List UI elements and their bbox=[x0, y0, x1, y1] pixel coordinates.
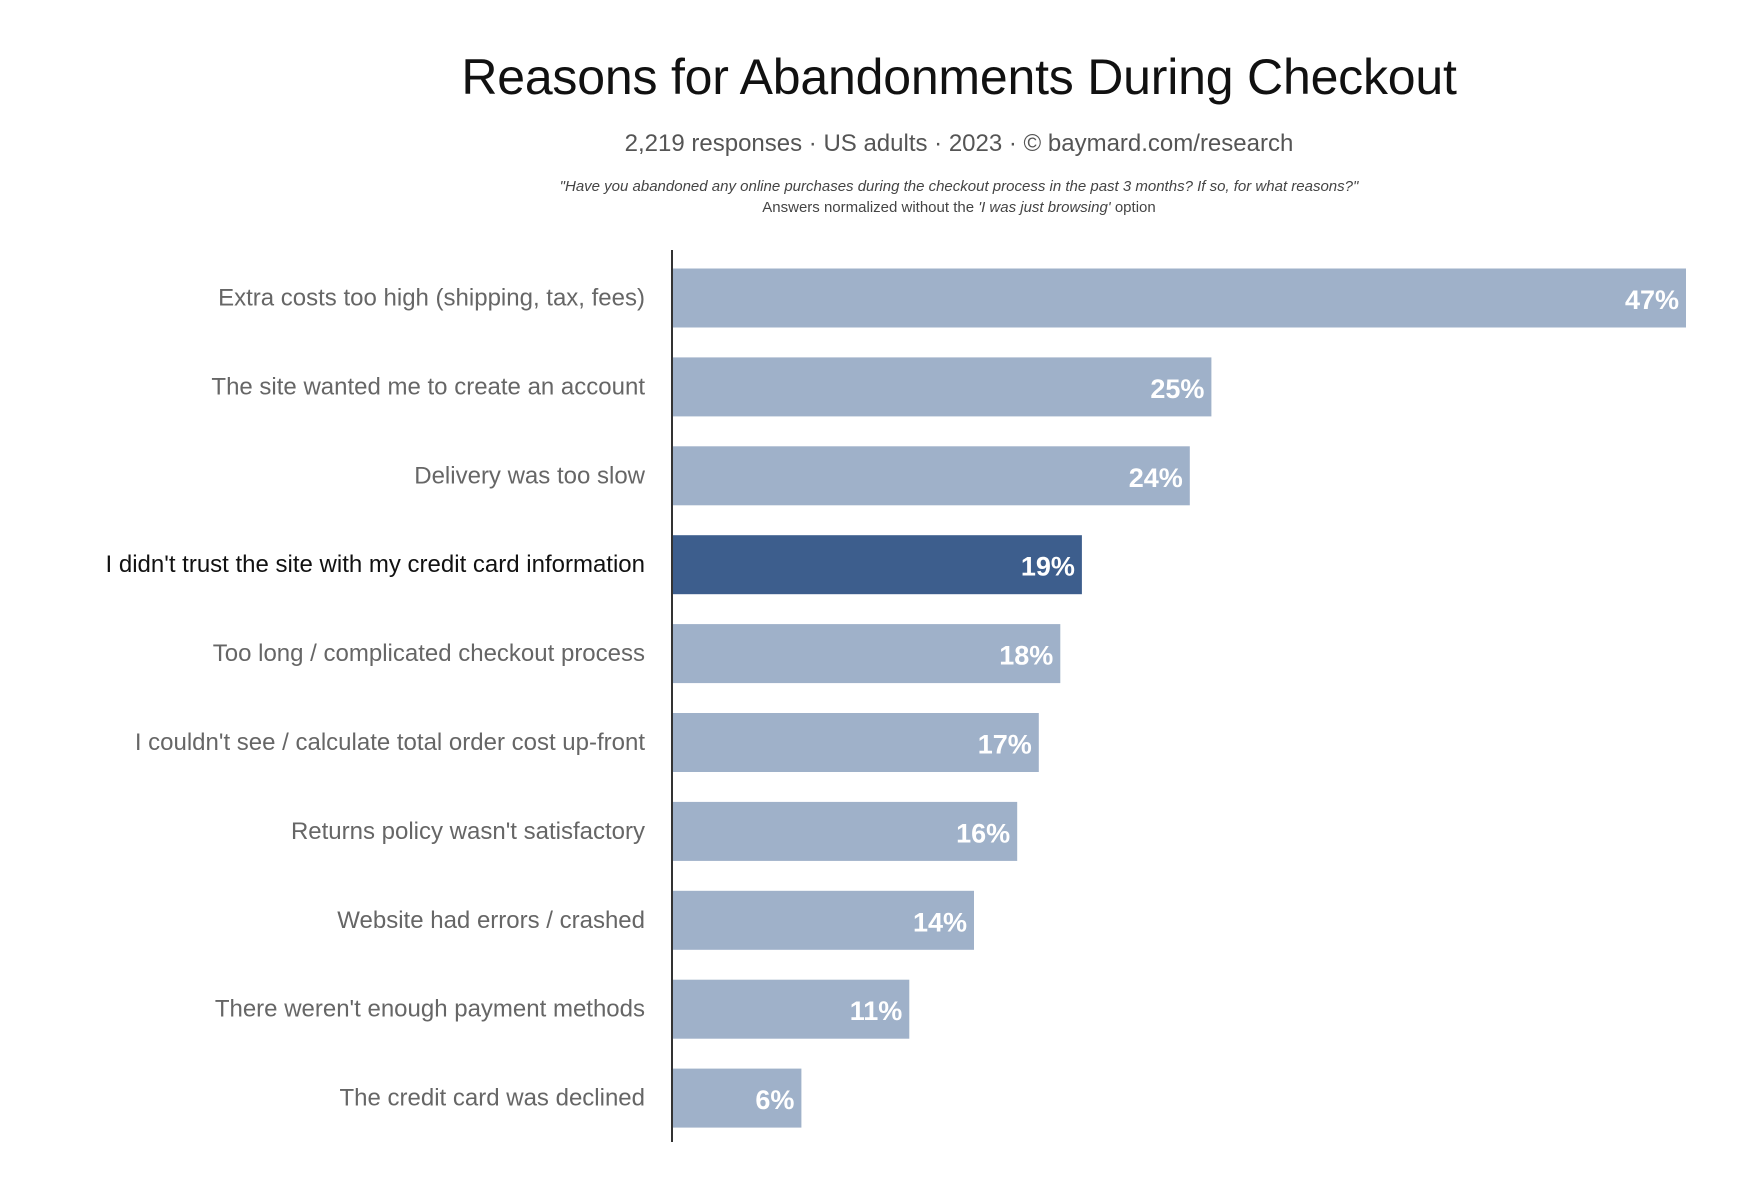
bar-4 bbox=[672, 535, 1082, 595]
value-label-5: 18% bbox=[999, 641, 1053, 671]
normalization-note: Answers normalized without the 'I was ju… bbox=[0, 199, 1760, 216]
category-label-10: The credit card was declined bbox=[340, 1085, 645, 1112]
value-label-6: 17% bbox=[978, 730, 1032, 760]
value-label-9: 11% bbox=[850, 996, 903, 1026]
category-label-7: Returns policy wasn't satisfactory bbox=[291, 818, 645, 845]
value-label-10: 6% bbox=[755, 1085, 794, 1115]
value-label-7: 16% bbox=[956, 818, 1010, 848]
category-label-1: Extra costs too high (shipping, tax, fee… bbox=[218, 285, 645, 312]
bar-10 bbox=[672, 1068, 802, 1128]
chart-title: Reasons for Abandonments During Checkout bbox=[461, 49, 1457, 105]
value-label-1: 47% bbox=[1625, 285, 1679, 315]
bar-2 bbox=[672, 357, 1212, 417]
value-label-4: 19% bbox=[1021, 552, 1075, 582]
survey-question-note: "Have you abandoned any online purchases… bbox=[559, 178, 1359, 195]
category-label-8: Website had errors / crashed bbox=[337, 907, 645, 934]
normalization-note-prefix: Answers normalized without the bbox=[762, 199, 979, 216]
bar-7 bbox=[672, 801, 1018, 861]
normalization-note-suffix: option bbox=[1110, 199, 1156, 216]
category-label-3: Delivery was too slow bbox=[414, 462, 645, 489]
category-label-5: Too long / complicated checkout process bbox=[213, 640, 645, 667]
category-label-4: I didn't trust the site with my credit c… bbox=[106, 551, 645, 578]
chart-subtitle: 2,219 responses · US adults · 2023 · © b… bbox=[624, 130, 1294, 157]
bar-6 bbox=[672, 713, 1039, 772]
bar-3 bbox=[672, 446, 1190, 506]
bar-5 bbox=[672, 624, 1061, 684]
category-label-6: I couldn't see / calculate total order c… bbox=[135, 729, 646, 756]
category-label-2: The site wanted me to create an account bbox=[211, 373, 645, 400]
bar-1 bbox=[672, 268, 1686, 328]
value-label-2: 25% bbox=[1150, 374, 1204, 404]
value-label-3: 24% bbox=[1129, 463, 1183, 493]
bar-8 bbox=[672, 890, 974, 950]
bar-9 bbox=[672, 979, 910, 1039]
category-label-9: There weren't enough payment methods bbox=[215, 996, 645, 1023]
normalization-note-option: 'I was just browsing' bbox=[978, 199, 1111, 216]
value-label-8: 14% bbox=[913, 907, 967, 937]
